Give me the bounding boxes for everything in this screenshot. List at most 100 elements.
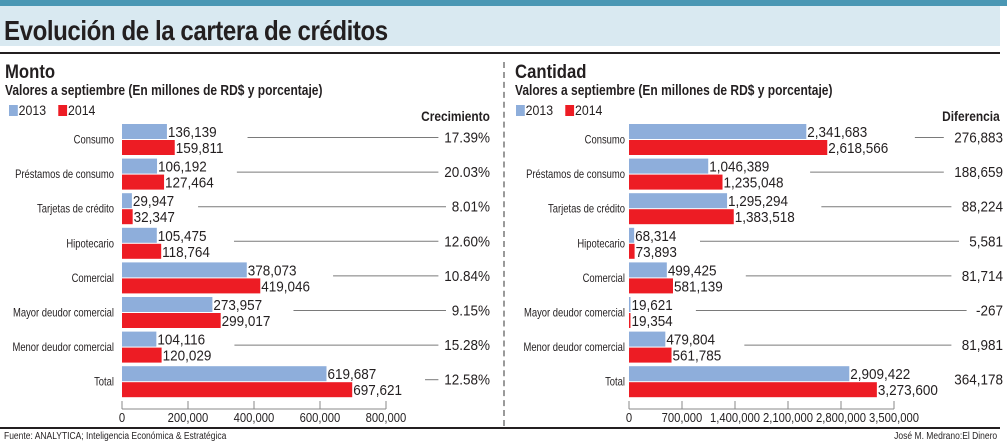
data-label-2013: 479,804 <box>666 332 715 349</box>
category-label: Hipotecario <box>577 237 625 250</box>
category-label: Total <box>94 376 114 389</box>
x-tick-label: 400,000 <box>234 410 275 425</box>
bar-2014 <box>122 174 165 190</box>
data-label-2013: 2,341,683 <box>807 124 867 141</box>
header-accent-bar <box>0 0 1007 6</box>
data-label-2014: 581,139 <box>674 279 723 296</box>
extra-column-value: 88,224 <box>962 199 1003 216</box>
panel-cantidad: Cantidad Valores a septiembre (En millon… <box>507 54 1007 426</box>
data-label-2014: 419,046 <box>261 279 310 296</box>
bar-2014 <box>629 313 631 328</box>
extra-column-value: 9.15% <box>452 303 491 320</box>
category-label: Menor deudor comercial <box>523 341 625 354</box>
bar-2013 <box>122 124 167 139</box>
chart-legend: 2013 2014 <box>9 102 104 118</box>
category-label: Mayor deudor comercial <box>13 307 114 320</box>
chart-subtitle: Valores a septiembre (En millones de RD$… <box>5 82 323 99</box>
bar-2014 <box>629 278 674 294</box>
legend-item-2013: 2013 <box>9 102 46 118</box>
legend-label-2014: 2014 <box>575 102 603 118</box>
category-label: Mayor deudor comercial <box>524 307 625 320</box>
bar-2014 <box>629 382 877 398</box>
x-tick-label: 1,400,000 <box>710 410 760 425</box>
page-title: Evolución de la cartera de créditos <box>4 15 388 46</box>
data-label-2013: 1,295,294 <box>728 194 788 211</box>
bar-2013 <box>122 193 132 209</box>
chart-subtitle: Valores a septiembre (En millones de RD$… <box>515 82 833 99</box>
data-label-2013: 136,139 <box>168 124 217 141</box>
category-label: Tarjetas de crédito <box>37 203 114 216</box>
x-tick-label: 200,000 <box>168 410 209 425</box>
x-tick-label: 0 <box>119 410 126 425</box>
bar-2014 <box>629 243 635 259</box>
category-label: Hipotecario <box>66 237 114 250</box>
title-bar: Evolución de la cartera de créditos <box>0 6 1000 46</box>
bar-2013 <box>122 331 157 347</box>
data-label-2013: 2,909,422 <box>850 367 910 384</box>
bar-2014 <box>629 347 672 363</box>
legend-swatch-2014 <box>58 105 68 116</box>
legend-swatch-2013 <box>9 105 18 116</box>
top-divider <box>0 52 1000 54</box>
extra-column-value: 276,883 <box>954 130 1003 147</box>
extra-column-value: 15.28% <box>444 337 490 354</box>
data-label-2013: 105,475 <box>158 228 207 245</box>
data-label-2013: 378,073 <box>248 263 297 280</box>
category-label: Menor deudor comercial <box>12 341 114 354</box>
extra-column-value: 81,981 <box>962 337 1003 354</box>
bar-2014 <box>629 174 723 190</box>
data-label-2013: 273,957 <box>213 297 262 314</box>
data-label-2014: 2,618,566 <box>828 140 888 157</box>
legend-swatch-2014 <box>565 105 575 116</box>
bar-2013 <box>122 227 157 243</box>
extra-column-value: 8.01% <box>452 199 491 216</box>
category-label: Comercial <box>583 272 625 285</box>
data-label-2013: 104,116 <box>157 332 205 349</box>
extra-column-value: 188,659 <box>954 164 1003 181</box>
category-label: Consumo <box>74 134 114 147</box>
legend-label-2013: 2013 <box>18 102 47 118</box>
x-tick-label: 700,000 <box>662 410 703 425</box>
bar-2014 <box>629 140 828 155</box>
panel-monto: Monto Valores a septiembre (En millones … <box>0 54 500 426</box>
data-label-2013: 29,947 <box>133 194 174 211</box>
data-label-2014: 561,785 <box>673 348 722 365</box>
chart-title: Monto <box>5 62 56 83</box>
data-label-2014: 159,811 <box>176 140 224 157</box>
chart-legend: 2013 2014 <box>516 102 611 118</box>
data-label-2014: 32,347 <box>134 210 175 227</box>
x-tick-label: 2,800,000 <box>816 410 866 425</box>
bar-2014 <box>122 140 175 155</box>
author-credit: José M. Medrano:El Dinero <box>894 431 997 442</box>
data-label-2013: 106,192 <box>158 159 207 176</box>
data-label-2014: 1,383,518 <box>735 210 795 227</box>
extra-column-value: 364,178 <box>954 372 1003 389</box>
growth-column-header: Crecimiento <box>421 108 490 124</box>
bar-2013 <box>629 297 631 312</box>
data-label-2013: 499,425 <box>668 263 717 280</box>
bar-2014 <box>122 313 221 328</box>
source-note: Fuente: ANALYTICA; Inteligencia Económic… <box>4 431 227 442</box>
legend-label-2014: 2014 <box>68 102 96 118</box>
data-label-2014: 299,017 <box>222 313 271 330</box>
data-label-2013: 19,621 <box>631 297 672 314</box>
bottom-divider <box>0 427 1000 429</box>
extra-column-value: 81,714 <box>962 268 1003 285</box>
x-tick-label: 600,000 <box>300 410 341 425</box>
bar-2013 <box>122 262 247 278</box>
data-label-2013: 619,687 <box>327 367 376 384</box>
legend-item-2014: 2014 <box>565 102 602 118</box>
bar-2014 <box>629 209 734 225</box>
category-label: Consumo <box>585 134 625 147</box>
bar-2013 <box>122 297 213 312</box>
data-label-2013: 68,314 <box>635 228 676 245</box>
extra-column-value: 10.84% <box>444 268 490 285</box>
bar-2013 <box>122 366 327 382</box>
bar-2013 <box>122 158 158 174</box>
bar-2014 <box>122 347 162 363</box>
bar-2014 <box>122 209 133 225</box>
legend-item-2013: 2013 <box>516 102 553 118</box>
data-label-2013: 1,046,389 <box>709 159 769 176</box>
